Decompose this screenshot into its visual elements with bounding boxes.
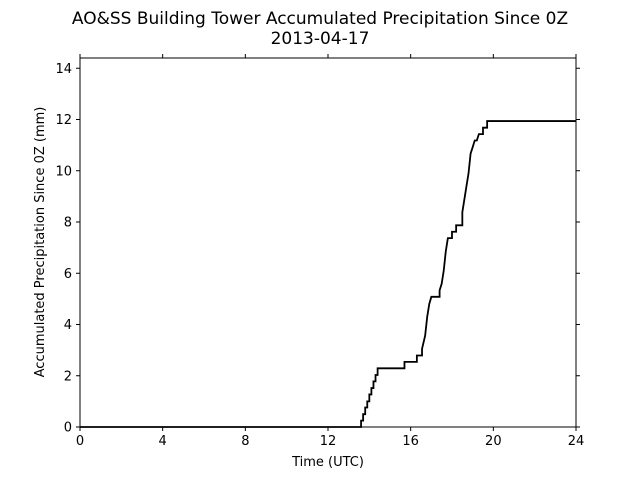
y-tick-label: 2 [64, 369, 72, 384]
x-tick-label: 16 [402, 434, 419, 449]
y-tick-label: 14 [55, 62, 72, 77]
x-tick-label: 4 [159, 434, 167, 449]
chart-title: AO&SS Building Tower Accumulated Precipi… [72, 9, 568, 29]
y-tick-label: 6 [64, 267, 72, 282]
x-tick-label: 0 [76, 434, 84, 449]
y-tick-label: 0 [64, 421, 72, 436]
x-tick-label: 20 [485, 434, 502, 449]
x-tick-label: 24 [568, 434, 585, 449]
plot-frame [79, 57, 577, 428]
x-tick-label: 8 [241, 434, 249, 449]
precipitation-line [80, 120, 576, 428]
x-tick-label: 12 [320, 434, 337, 449]
y-tick-label: 10 [55, 164, 72, 179]
y-tick-label: 8 [64, 216, 72, 231]
y-axis-label: Accumulated Precipitation Since 0Z (mm) [33, 107, 48, 378]
x-axis-label: Time (UTC) [291, 455, 364, 470]
chart-subtitle: 2013-04-17 [271, 29, 370, 49]
y-tick-label: 4 [64, 318, 72, 333]
y-tick-label: 12 [55, 113, 72, 128]
